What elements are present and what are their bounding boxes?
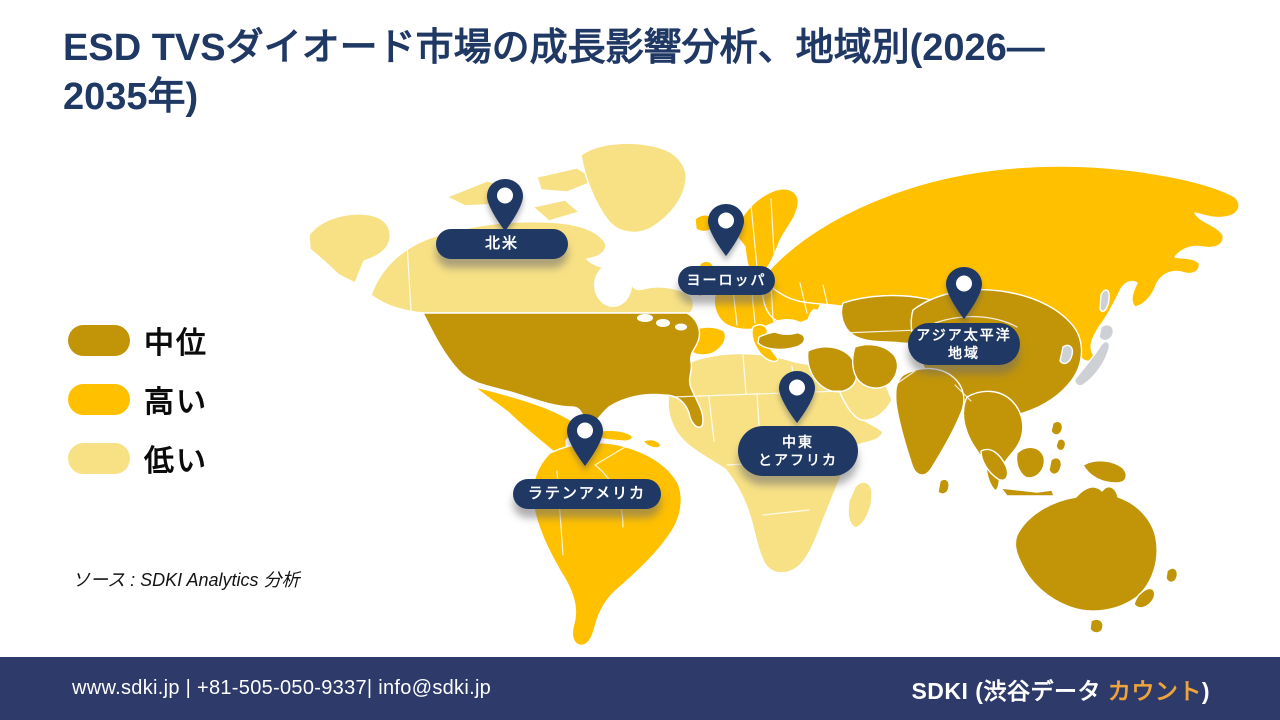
legend-swatch-medium — [68, 324, 130, 356]
legend-item-low: 低い — [68, 436, 208, 480]
country-arctic-island-b — [536, 167, 598, 193]
map-pin-europe-icon — [708, 204, 744, 256]
map-pin-asia-pacific-icon — [946, 267, 982, 319]
country-sakhalin — [1099, 289, 1110, 313]
region-label-text: 地域 — [948, 345, 980, 361]
country-india — [894, 367, 965, 476]
region-label-latin-america: ラテンアメリカ — [513, 479, 661, 509]
footer-brand: SDKI (渋谷データ カウント) — [911, 672, 1210, 706]
great-lake-b — [656, 319, 670, 327]
region-label-north-america: 北米 — [436, 229, 568, 259]
great-lake-c — [675, 323, 687, 331]
region-label-text: ヨーロッパ — [686, 272, 767, 289]
map-pin-north-america-icon — [487, 179, 523, 231]
country-java — [1000, 487, 1055, 497]
country-arctic-island-c — [532, 199, 580, 222]
inland-seas — [594, 263, 823, 345]
region-label-middle-east-africa: 中東 とアフリカ — [738, 426, 858, 476]
map-pin-middle-east-africa-icon — [779, 371, 815, 423]
country-japan-hokkaido — [1098, 324, 1115, 342]
region-label-text: 中東 — [782, 433, 814, 450]
legend: 中位 高い 低い — [68, 318, 208, 480]
region-label-text: 北米 — [484, 235, 519, 253]
source-note: ソース : SDKI Analytics 分析 — [72, 570, 300, 590]
region-label-text: とアフリカ — [758, 452, 838, 468]
country-new-zealand-south — [1133, 587, 1156, 609]
country-japan-honshu — [1074, 340, 1111, 387]
country-korea — [1059, 344, 1074, 365]
legend-swatch-high — [68, 383, 130, 415]
brand-prefix: SDKI (渋谷データ — [911, 677, 1108, 704]
region-label-europe: ヨーロッパ — [678, 266, 775, 295]
legend-label-low: 低い — [144, 445, 208, 478]
country-sulawesi — [1048, 457, 1063, 475]
footer-bar: www.sdki.jp | +81-505-050-9337| info@sdk… — [0, 657, 1280, 720]
country-scandinavia — [734, 188, 799, 278]
world-map: 北米 ヨーロッパ アジア太平洋 地域 中東 とアフリカ ラテンアメリカ — [295, 135, 1265, 655]
country-greenland — [580, 142, 687, 234]
country-madagascar — [847, 481, 873, 529]
caspian-sea — [807, 309, 823, 345]
country-usa — [422, 312, 704, 428]
country-sumatra — [980, 448, 1009, 481]
map-pin-latin-america-icon — [567, 414, 603, 466]
footer-contact: www.sdki.jp | +81-505-050-9337| info@sdk… — [72, 677, 492, 699]
legend-label-high: 高い — [144, 386, 208, 419]
region-label-text: ラテンアメリカ — [527, 485, 647, 503]
country-afghan-pakistan — [851, 343, 899, 389]
hudson-bay — [594, 263, 632, 307]
black-sea — [770, 319, 804, 335]
country-hispaniola — [642, 438, 662, 449]
great-lake-a — [637, 314, 653, 322]
brand-suffix: ) — [1201, 677, 1210, 704]
country-iran — [806, 346, 858, 393]
country-philippines-b — [1055, 438, 1067, 452]
country-australia — [1014, 486, 1158, 612]
region-label-asia-pacific: アジア太平洋 地域 — [908, 323, 1020, 365]
country-philippines-a — [1050, 420, 1064, 436]
country-borneo — [1015, 446, 1046, 479]
country-new-zealand-north — [1165, 567, 1179, 584]
brand-accent: カウント — [1107, 677, 1202, 704]
country-south-america — [531, 442, 683, 646]
country-new-guinea — [1082, 460, 1128, 484]
legend-item-medium: 中位 — [68, 318, 208, 362]
page-title: ESD TVSダイオード市場の成長影響分析、地域別(2026—2035年) — [63, 27, 1045, 119]
legend-label-medium: 中位 — [144, 327, 208, 360]
country-alaska — [308, 213, 391, 284]
region-label-text: アジア太平洋 — [916, 326, 1012, 343]
legend-item-high: 高い — [68, 377, 208, 421]
legend-swatch-low — [68, 442, 130, 474]
country-tasmania — [1089, 618, 1104, 634]
country-sri-lanka — [937, 478, 950, 495]
